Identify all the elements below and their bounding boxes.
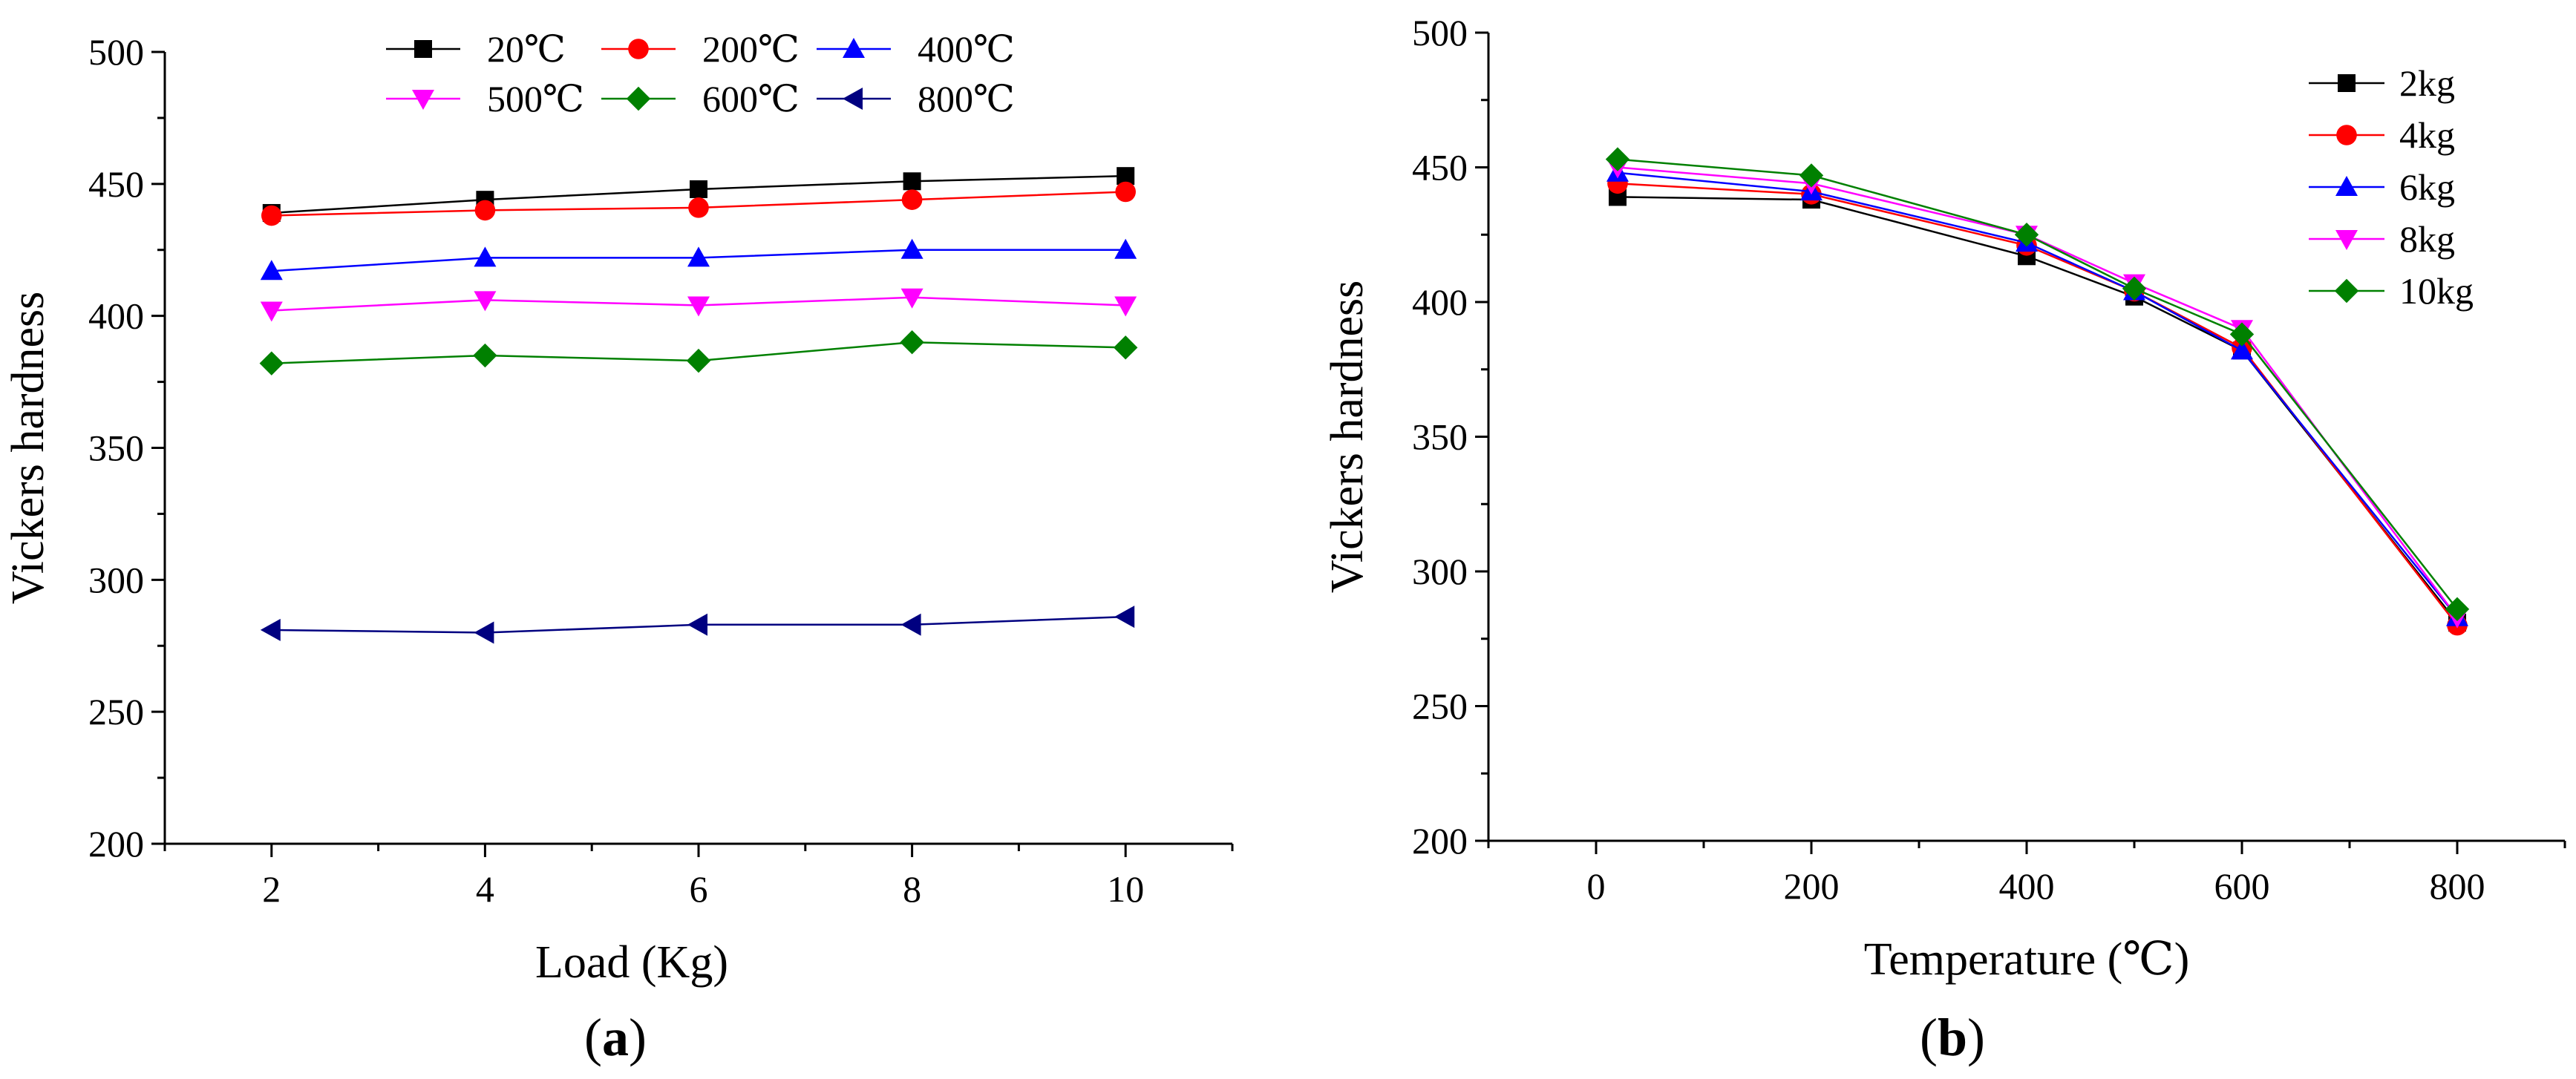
chart-b-series-line	[1617, 166, 2459, 618]
chart-a-x-tick-label: 8	[903, 868, 921, 910]
chart-a-y-axis-title: Vickers hardness	[3, 292, 53, 605]
chart-a-y-tick-label: 250	[88, 691, 144, 732]
chart-a-y-tick-label: 200	[88, 823, 144, 865]
chart-a-legend-label: 800℃	[918, 78, 1015, 119]
chart-b-legend-label: 10kg	[2399, 270, 2474, 312]
chart-a-legend-marker	[412, 90, 434, 110]
chart-a-data-point	[1114, 606, 1135, 629]
chart-a-data-point	[260, 260, 283, 281]
chart-a-data-point	[900, 238, 923, 259]
chart-b-y-tick-label: 350	[1412, 416, 1468, 458]
chart-a-x-tick-label: 10	[1107, 868, 1144, 910]
chart-b-legend-marker	[2335, 176, 2358, 196]
chart-b-data-point	[2231, 339, 2253, 360]
chart-a-y-tick-label: 400	[88, 295, 144, 337]
chart-a-x-tick-label: 6	[690, 868, 708, 910]
chart-b-y-tick-label: 450	[1412, 147, 1468, 188]
chart-b-series-line	[1617, 183, 2458, 626]
chart-a-data-point	[474, 246, 497, 267]
chart-b-x-tick-label: 600	[2214, 865, 2270, 907]
chart-b-x-tick-label: 200	[1784, 865, 1840, 907]
chart-b-y-tick-label: 500	[1412, 12, 1468, 53]
chart-a-y-tick-label: 300	[88, 559, 144, 600]
chart-a-data-point	[900, 613, 921, 636]
chart-b-legend-label: 6kg	[2399, 166, 2455, 208]
chart-b-series-line	[1617, 158, 2458, 610]
chart-b-x-tick-label: 800	[2430, 865, 2485, 907]
chart-a-data-point	[687, 296, 710, 317]
chart-b-x-axis-title: Temperature (℃)	[1864, 934, 2190, 985]
chart-b-y-tick-label: 200	[1412, 820, 1468, 862]
chart-panel-b: 200 250 300 350 400 450 500 0 200 400 600 800 Temper…	[1288, 0, 2576, 1079]
chart-a-data-point	[687, 246, 710, 267]
chart-a-x-axis-title: Load (Kg)	[535, 937, 728, 988]
chart-a-data-point	[473, 343, 497, 368]
chart-b-x-tick-label: 400	[1999, 865, 2055, 907]
chart-a-legend-label: 400℃	[918, 28, 1015, 70]
chart-b-legend-marker	[2334, 278, 2359, 304]
chart-a-legend-label: 500℃	[487, 78, 584, 119]
chart-a-y-tick-label: 500	[88, 31, 144, 73]
chart-a-data-point	[901, 189, 923, 210]
chart-b-data-point	[2445, 597, 2470, 622]
chart-a-data-point	[1114, 335, 1138, 360]
chart-a-legend-label: 200℃	[702, 28, 800, 70]
chart-a-legend-marker	[626, 86, 651, 111]
chart-a-data-point	[261, 205, 282, 226]
chart-b-legend-label: 4kg	[2399, 114, 2455, 156]
chart-b-svg: 200 250 300 350 400 450 500 0 200 400 600 800 Temper…	[1322, 12, 2566, 1067]
chart-a-legend-marker	[843, 88, 863, 110]
chart-a-data-point	[474, 621, 494, 644]
chart-a-legend-marker	[843, 38, 865, 58]
chart-b-y-tick-label: 400	[1412, 281, 1468, 323]
chart-b-panel-label: (b)	[1920, 1008, 1985, 1067]
chart-panel-a: 200 250 300 350 400 450 500 2 4 6 8 10 Load (Kg) Vick…	[3, 28, 1234, 1067]
chart-a-x-tick-label: 4	[476, 868, 494, 910]
chart-b-legend-marker	[2336, 125, 2357, 145]
chart-b-y-tick-label: 250	[1412, 686, 1468, 727]
chart-b-legend-marker	[2338, 74, 2356, 92]
chart-a-data-point	[688, 197, 709, 218]
chart-a-data-point	[690, 180, 707, 198]
chart-a-svg: 200 250 300 350 400 450 500 2 4 6 8 10 Load (Kg) Vick…	[3, 28, 1234, 1067]
chart-b-legend-label: 8kg	[2399, 218, 2455, 260]
chart-b-legend-marker	[2335, 230, 2358, 250]
chart-a-data-point	[687, 613, 707, 636]
chart-b-y-axis-title: Vickers hardness	[1322, 281, 1373, 594]
chart-a-data-point	[900, 330, 924, 355]
chart-a-panel-label: (a)	[584, 1008, 647, 1067]
chart-a-y-tick-label: 350	[88, 427, 144, 469]
chart-a-legend-marker	[414, 40, 432, 58]
chart-b-series-line	[1617, 171, 2458, 618]
chart-b-data-point	[1799, 163, 1824, 188]
chart-a-data-point	[474, 200, 496, 221]
chart-b-series-line	[1617, 196, 2458, 623]
chart-a-data-point	[1114, 296, 1137, 317]
chart-b-y-tick-label: 300	[1412, 551, 1468, 592]
chart-a-x-tick-label: 2	[262, 868, 281, 910]
chart-a-data-point	[259, 351, 284, 375]
chart-a-y-tick-label: 450	[88, 163, 144, 205]
chart-a-data-point	[900, 288, 923, 309]
chart-a-data-point	[474, 291, 497, 312]
chart-a-data-point	[686, 348, 711, 373]
chart-b-x-tick-label: 0	[1587, 865, 1606, 907]
chart-a-data-point	[260, 301, 283, 322]
chart-a-legend-label: 600℃	[702, 78, 800, 119]
chart-a-data-point	[260, 618, 281, 641]
chart-a-data-point	[1115, 181, 1136, 203]
chart-b-legend-label: 2kg	[2399, 62, 2455, 104]
chart-a-legend-label: 20℃	[487, 28, 566, 70]
chart-a-legend-marker	[628, 39, 649, 59]
chart-a-data-point	[1114, 238, 1137, 259]
chart-a-data-point	[903, 172, 921, 191]
